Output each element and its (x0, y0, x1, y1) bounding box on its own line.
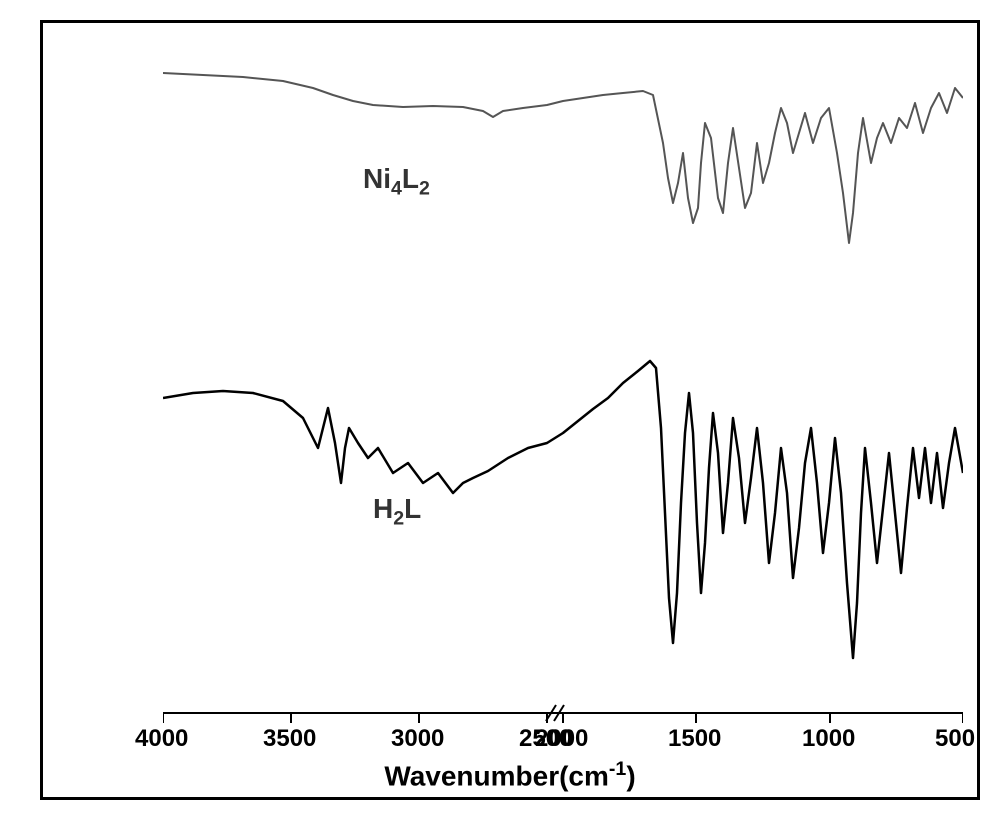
series-label-h2l: H2L (373, 493, 421, 531)
x-tick-3000: 3000 (391, 725, 444, 753)
ni4l2-sub2: 2 (419, 178, 430, 200)
chart-frame: Ni4L2 H2L 400035003000250020001500100050… (40, 20, 980, 800)
ni4l2-prefix: Ni (363, 163, 391, 194)
x-tick-4000: 4000 (135, 725, 188, 753)
h2l-prefix: H (373, 493, 393, 524)
series-label-ni4l2: Ni4L2 (363, 163, 430, 201)
x-tick-2000: 2000 (535, 725, 588, 753)
xlabel-prefix: Wavenumber(cm (384, 760, 609, 791)
x-tick-3500: 3500 (263, 725, 316, 753)
h2l-sub1: 2 (393, 508, 404, 530)
ni4l2-sub1: 4 (391, 178, 402, 200)
xlabel-sup: -1 (609, 758, 626, 780)
x-tick-1500: 1500 (668, 725, 721, 753)
plot-area: Ni4L2 H2L (163, 33, 963, 713)
x-tick-500: 500 (935, 725, 975, 753)
h2l-mid: L (404, 493, 421, 524)
xlabel-suffix: ) (626, 760, 635, 791)
x-tick-1000: 1000 (802, 725, 855, 753)
spectra-svg (163, 33, 963, 733)
x-axis-label: Wavenumber(cm-1) (43, 758, 977, 792)
ni4l2-mid: L (402, 163, 419, 194)
